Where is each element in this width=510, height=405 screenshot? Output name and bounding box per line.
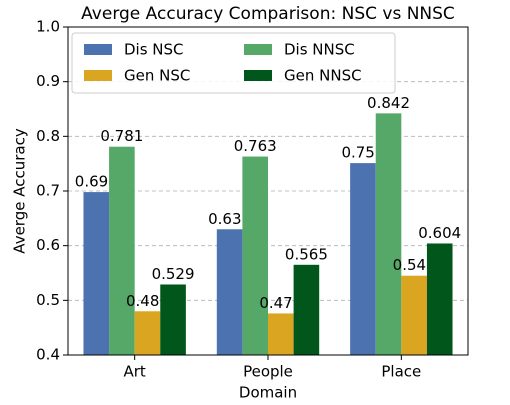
- y-tick-label: 0.7: [36, 182, 60, 200]
- value-label: 0.751: [341, 144, 384, 162]
- bar: [375, 113, 402, 355]
- y-tick-label: 0.4: [36, 346, 60, 364]
- legend-box: [71, 32, 396, 94]
- legend-label: Dis NNSC: [284, 41, 355, 59]
- bar: [268, 313, 294, 355]
- legend-swatch: [84, 70, 112, 81]
- plot-frame: [67, 26, 469, 356]
- value-label: 0.630: [208, 210, 251, 228]
- legend-label: Dis NSC: [124, 41, 184, 59]
- y-tick-label: 0.6: [36, 236, 60, 254]
- legend-swatch: [244, 44, 272, 55]
- bar: [134, 311, 161, 355]
- y-tick-label: 1.0: [36, 18, 60, 36]
- value-label: 0.842: [367, 94, 410, 112]
- x-tick-label: Place: [381, 363, 421, 381]
- value-label: 0.476: [259, 294, 302, 312]
- y-tick-label: 0.8: [36, 127, 60, 145]
- value-label: 0.545: [393, 256, 436, 274]
- bar: [83, 192, 110, 355]
- value-label: 0.529: [152, 265, 195, 283]
- x-axis-label: Domain: [239, 384, 297, 402]
- legend-label: Gen NSC: [124, 67, 190, 85]
- value-label: 0.698: [75, 173, 118, 191]
- bar: [109, 146, 135, 355]
- bar: [216, 229, 243, 355]
- y-tick-label: 0.5: [36, 291, 60, 309]
- value-label: 0.480: [126, 292, 169, 310]
- value-label: 0.565: [285, 245, 328, 263]
- value-label: 0.763: [234, 137, 277, 155]
- legend-swatch: [244, 70, 272, 81]
- bar: [401, 275, 427, 355]
- bar: [242, 156, 268, 355]
- y-tick-label: 0.9: [36, 72, 60, 90]
- value-label: 0.781: [100, 127, 143, 145]
- value-label: 0.604: [418, 224, 461, 242]
- y-axis-label: Averge Accuracy: [11, 128, 29, 254]
- legend-swatch: [84, 44, 112, 55]
- bar: [426, 243, 453, 355]
- x-tick-label: Art: [124, 363, 146, 381]
- chart-title: Averge Accuracy Comparison: NSC vs NNSC: [81, 4, 455, 24]
- legend-label: Gen NNSC: [284, 67, 362, 85]
- bar: [160, 284, 186, 355]
- bar: [293, 264, 320, 355]
- x-tick-label: People: [243, 363, 293, 381]
- bar: [350, 163, 376, 355]
